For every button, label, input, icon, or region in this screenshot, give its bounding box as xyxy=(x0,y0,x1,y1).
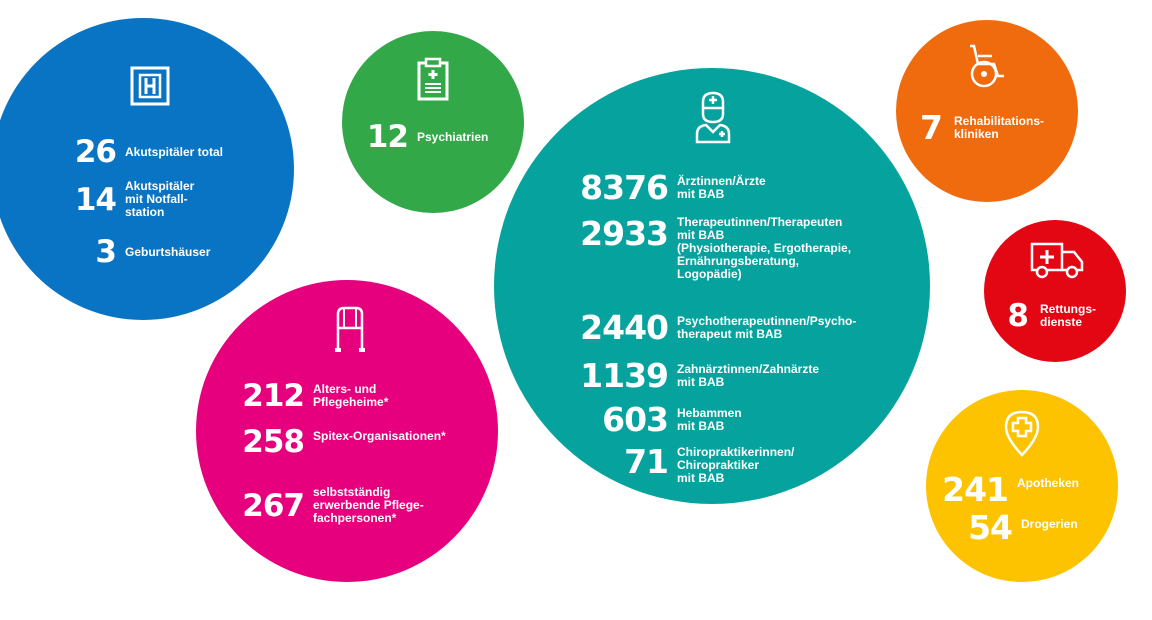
label: Geburtshäuser xyxy=(125,244,211,259)
row-aerzte: 8376 Ärztinnen/Ärzte mit BAB xyxy=(550,168,766,207)
row-akutspitaeler-notfall: 14 Akutspitäler mit Notfall- station xyxy=(48,179,195,219)
row-apotheken: 241 Apotheken xyxy=(936,470,1079,509)
circle-apotheken: 241 Apotheken 54 Drogerien xyxy=(926,390,1118,582)
value: 54 xyxy=(968,508,1013,547)
label: Psychiatrien xyxy=(417,129,489,144)
doctor-icon xyxy=(694,90,732,144)
value: 241 xyxy=(942,470,1009,509)
label: Alters- und Pflegeheime* xyxy=(313,382,389,409)
row-chiropraktiker: 71 Chiropraktikerinnen/ Chiropraktiker m… xyxy=(550,442,795,485)
circle-reha: 7 Rehabilitations- kliniken xyxy=(896,20,1078,202)
value: 267 xyxy=(242,487,305,524)
value: 258 xyxy=(242,424,305,460)
label: Ärztinnen/Ärzte mit BAB xyxy=(677,173,766,201)
row-spitex: 258 Spitex-Organisationen* xyxy=(232,424,446,460)
label: Akutspitäler mit Notfall- station xyxy=(125,179,195,219)
label: Rettungs- dienste xyxy=(1040,302,1096,329)
row-zahnaerzte: 1139 Zahnärztinnen/Zahnärzte mit BAB xyxy=(550,356,819,395)
value: 7 xyxy=(920,108,943,147)
label: Rehabilitations- kliniken xyxy=(954,113,1045,141)
row-psychiatrien: 12 Psychiatrien xyxy=(364,119,489,155)
ambulance-icon xyxy=(1028,240,1086,280)
value: 8 xyxy=(1007,298,1029,334)
row-geburtshaeuser: 3 Geburtshäuser xyxy=(48,234,210,270)
value: 8376 xyxy=(580,168,669,207)
circle-fachpersonen: 8376 Ärztinnen/Ärzte mit BAB 2933 Therap… xyxy=(494,68,930,504)
row-therapeuten: 2933 Therapeutinnen/Therapeuten mit BAB … xyxy=(550,214,852,281)
value: 212 xyxy=(242,378,305,414)
row-hebammen: 603 Hebammen mit BAB xyxy=(550,400,742,439)
wheelchair-icon xyxy=(964,42,1010,90)
row-rettungsdienste: 8 Rettungs- dienste xyxy=(1004,298,1096,334)
value: 2933 xyxy=(580,214,669,253)
row-pflegeheime: 212 Alters- und Pflegeheime* xyxy=(232,378,388,414)
clipboard-medical-icon xyxy=(416,57,450,101)
circle-psychiatrie: 12 Psychiatrien xyxy=(342,31,524,213)
label: selbstständig erwerbende Pflege- fachper… xyxy=(313,485,424,525)
row-drogerien: 54 Drogerien xyxy=(936,508,1078,547)
value: 26 xyxy=(74,134,117,170)
label: Therapeutinnen/Therapeuten mit BAB (Phys… xyxy=(677,215,852,281)
value: 12 xyxy=(366,119,409,155)
value: 71 xyxy=(624,442,669,481)
value: 14 xyxy=(74,181,117,218)
label: Spitex-Organisationen* xyxy=(313,428,446,443)
row-akutspitaeler-total: 26 Akutspitäler total xyxy=(48,134,223,170)
label: Hebammen mit BAB xyxy=(677,405,742,433)
label: Chiropraktikerinnen/ Chiropraktiker mit … xyxy=(677,445,795,485)
value: 3 xyxy=(95,234,117,270)
row-selbststaendig-pflege: 267 selbstständig erwerbende Pflege- fac… xyxy=(232,485,424,525)
walker-icon xyxy=(330,304,370,354)
circle-spitaeler: 26 Akutspitäler total 14 Akutspitäler mi… xyxy=(0,18,294,320)
label: Zahnärztinnen/Zahnärzte mit BAB xyxy=(677,361,820,389)
value: 1139 xyxy=(580,356,669,395)
row-psychotherapeuten: 2440 Psychotherapeutinnen/Psycho- therap… xyxy=(550,308,856,347)
circle-rettung: 8 Rettungs- dienste xyxy=(984,220,1126,362)
value: 2440 xyxy=(580,308,669,347)
location-cross-icon xyxy=(1002,408,1042,458)
label: Psychotherapeutinnen/Psycho- therapeut m… xyxy=(677,313,857,341)
value: 603 xyxy=(602,400,669,439)
circle-pflege: 212 Alters- und Pflegeheime* 258 Spitex-… xyxy=(196,280,498,582)
label: Drogerien xyxy=(1021,517,1078,531)
label: Akutspitäler total xyxy=(125,144,224,159)
hospital-icon xyxy=(128,66,172,106)
label: Apotheken xyxy=(1017,476,1080,490)
row-rehabilitationskliniken: 7 Rehabilitations- kliniken xyxy=(918,108,1044,147)
